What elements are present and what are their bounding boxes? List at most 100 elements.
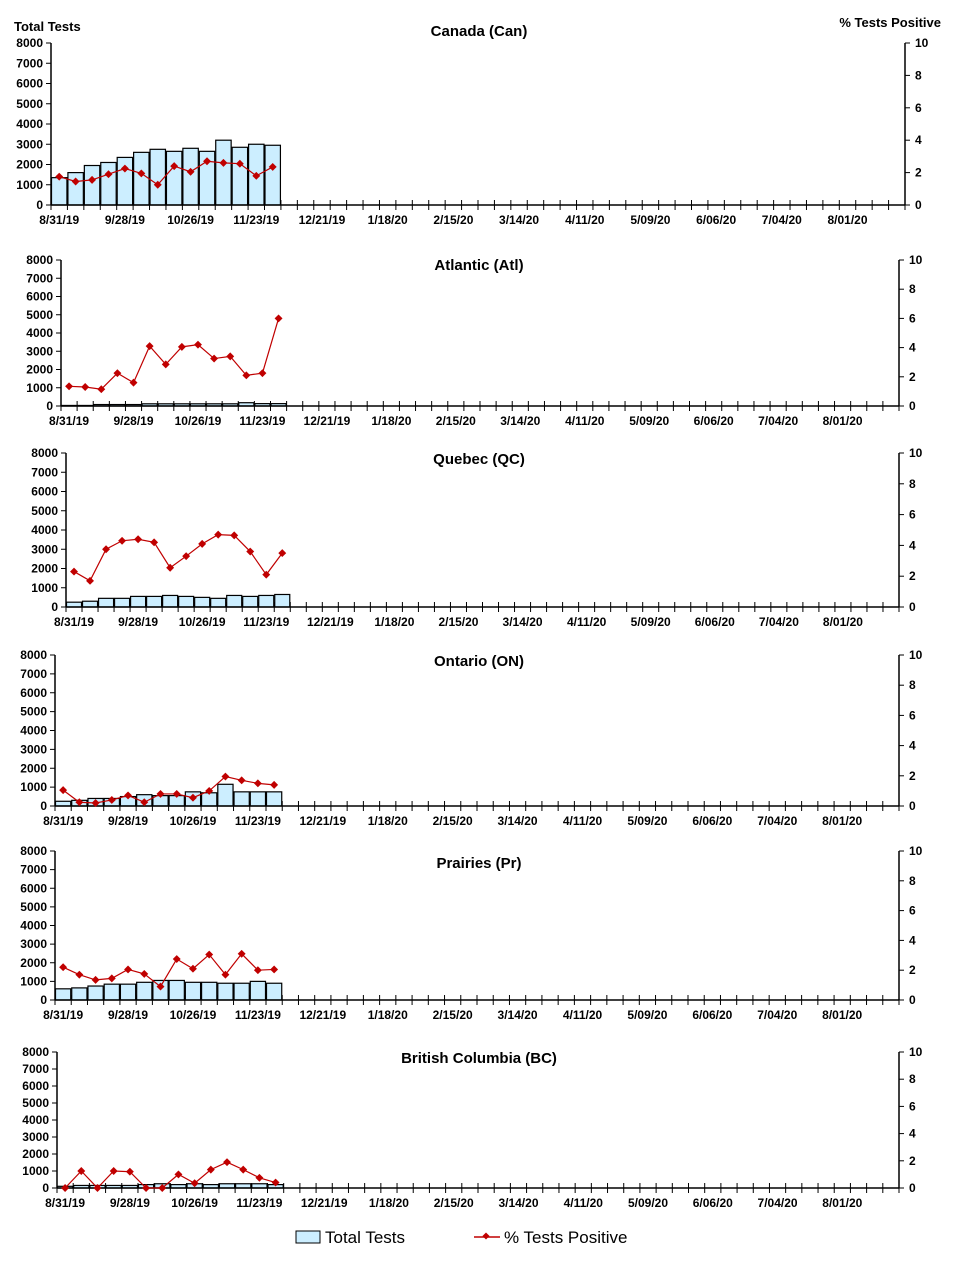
x-tick-label: 3/14/20 — [500, 414, 540, 428]
x-tick-label: 9/28/19 — [113, 414, 153, 428]
bar-total-tests — [258, 594, 275, 608]
right-tick-label: 8 — [909, 678, 916, 692]
x-tick-label: 3/14/20 — [498, 1196, 538, 1210]
bar-total-tests — [81, 600, 99, 608]
x-tick-label: 8/01/20 — [823, 414, 863, 428]
pct-positive-marker — [107, 974, 116, 983]
pct-positive-marker — [186, 167, 195, 176]
pct-positive-marker — [59, 963, 68, 972]
bar-total-tests — [182, 147, 199, 206]
bar-total-tests — [200, 981, 218, 1001]
pct-positive-marker — [134, 535, 143, 544]
x-tick-label: 10/26/19 — [179, 615, 226, 629]
x-tick-label: 6/06/20 — [692, 1008, 732, 1022]
x-tick-label: 11/23/19 — [233, 213, 279, 227]
left-tick-label: 6000 — [31, 485, 58, 499]
left-tick-label: 7000 — [31, 465, 58, 479]
x-tick-label: 9/28/19 — [118, 615, 158, 629]
x-tick-label: 5/09/20 — [627, 814, 667, 828]
left-tick-label: 4000 — [22, 1113, 49, 1127]
x-tick-label: 3/14/20 — [503, 615, 543, 629]
right-tick-label: 2 — [915, 166, 922, 180]
pct-positive-marker — [189, 793, 197, 802]
pct-positive-marker — [205, 786, 214, 795]
chart-title: British Columbia (BC) — [401, 1050, 557, 1067]
pct-positive-marker — [156, 982, 165, 991]
pct-positive-marker — [242, 371, 251, 380]
right-tick-label: 0 — [909, 399, 916, 413]
bar-total-tests — [136, 981, 153, 1001]
legend-line-label: % Tests Positive — [504, 1228, 627, 1247]
bar-total-tests — [215, 139, 232, 206]
left-tick-label: 1000 — [26, 381, 53, 395]
x-tick-label: 8/01/20 — [827, 213, 867, 227]
right-tick-label: 6 — [909, 508, 916, 522]
right-tick-label: 2 — [909, 963, 916, 977]
pct-positive-marker — [59, 786, 68, 795]
left-tick-label: 4000 — [16, 117, 43, 131]
left-tick-label: 8000 — [31, 446, 58, 460]
right-tick-label: 10 — [915, 36, 929, 50]
pct-positive-marker — [75, 970, 84, 979]
left-tick-label: 5000 — [20, 705, 47, 719]
right-tick-label: 10 — [909, 253, 923, 267]
right-tick-label: 10 — [909, 446, 923, 460]
chart-title: Prairies (Pr) — [436, 855, 521, 872]
x-tick-label: 4/11/20 — [565, 414, 605, 428]
x-tick-label: 1/18/20 — [368, 814, 408, 828]
x-tick-label: 8/31/19 — [39, 213, 79, 227]
chart-5: British Columbia (BC) 0 1000 2000 3000 4000 50… — [22, 1045, 922, 1210]
x-tick-label: 1/18/20 — [371, 414, 411, 428]
x-tick-label: 6/06/20 — [693, 1196, 733, 1210]
x-tick-label: 6/06/20 — [694, 414, 734, 428]
x-tick-label: 4/11/20 — [563, 1008, 603, 1022]
left-tick-label: 3000 — [20, 742, 47, 756]
right-tick-label: 2 — [909, 769, 916, 783]
bar-total-tests — [274, 593, 291, 608]
right-tick-label: 6 — [909, 904, 916, 918]
chart-1: Atlantic (Atl) 0 1000 2000 3000 4000 5000 6000 7… — [26, 253, 922, 428]
left-tick-label: 2000 — [22, 1147, 49, 1161]
left-tick-label: 7000 — [22, 1062, 49, 1076]
chart-title: Ontario (ON) — [434, 653, 524, 670]
bar-total-tests — [162, 594, 179, 608]
bar-total-tests — [242, 595, 259, 608]
x-tick-label: 7/04/20 — [757, 1008, 797, 1022]
x-tick-label: 11/23/19 — [236, 1196, 282, 1210]
pct-positive-marker — [102, 545, 111, 554]
pct-positive-marker — [189, 964, 197, 973]
x-tick-label: 2/15/20 — [438, 615, 478, 629]
x-tick-label: 2/15/20 — [433, 213, 473, 227]
left-tick-label: 2000 — [26, 363, 53, 377]
x-tick-label: 12/21/19 — [299, 213, 346, 227]
x-tick-label: 8/31/19 — [45, 1196, 85, 1210]
pct-positive-marker — [210, 354, 219, 363]
pct-positive-marker — [65, 382, 74, 391]
left-tick-label: 7000 — [20, 863, 47, 877]
right-tick-label: 0 — [909, 600, 916, 614]
x-tick-label: 9/28/19 — [110, 1196, 150, 1210]
right-tick-label: 10 — [909, 1045, 923, 1059]
x-tick-label: 7/04/20 — [757, 814, 797, 828]
x-tick-label: 3/14/20 — [498, 1008, 538, 1022]
left-tick-label: 0 — [40, 993, 47, 1007]
left-tick-label: 6000 — [26, 290, 53, 304]
x-tick-label: 12/21/19 — [301, 1196, 348, 1210]
bar-total-tests — [217, 783, 234, 807]
left-tick-label: 5000 — [31, 504, 58, 518]
x-tick-label: 2/15/20 — [436, 414, 476, 428]
pct-positive-marker — [137, 169, 146, 178]
right-tick-label: 6 — [909, 311, 916, 325]
x-tick-label: 9/28/19 — [108, 1008, 148, 1022]
x-tick-label: 12/21/19 — [299, 1008, 346, 1022]
right-tick-label: 4 — [909, 933, 916, 947]
x-tick-label: 8/31/19 — [54, 615, 94, 629]
pct-positive-marker — [223, 1158, 231, 1167]
bar-total-tests — [249, 791, 267, 807]
right-tick-label: 10 — [909, 648, 923, 662]
pct-positive-marker — [140, 798, 149, 807]
x-tick-label: 8/01/20 — [823, 615, 863, 629]
pct-positive-marker — [161, 360, 170, 369]
pct-positive-marker — [150, 538, 159, 547]
pct-positive-marker — [124, 965, 132, 974]
